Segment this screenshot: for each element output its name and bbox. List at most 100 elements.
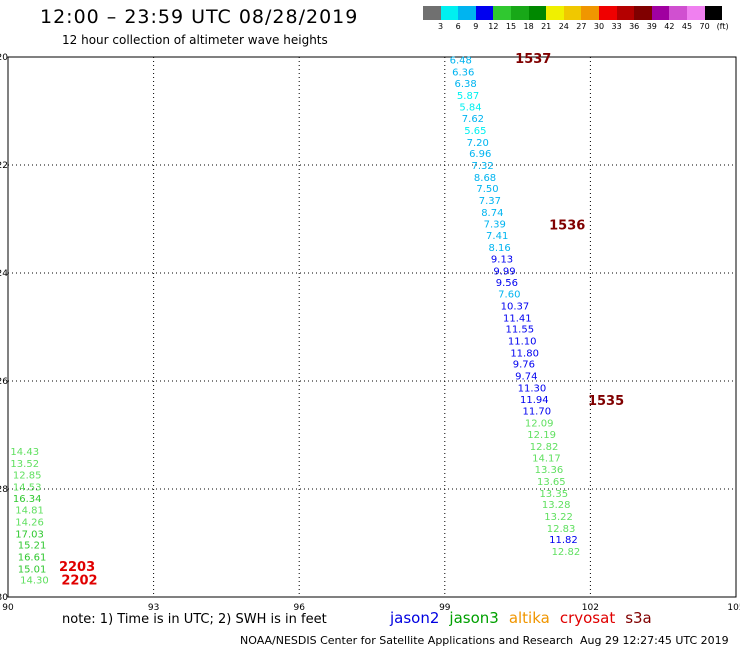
latitude-tick-label: -24 <box>0 269 8 279</box>
wave-height-value: 7.39 <box>484 219 506 230</box>
wave-height-value: 13.28 <box>542 500 571 511</box>
wave-height-value: 5.65 <box>464 126 486 137</box>
wave-height-value: 7.60 <box>498 290 520 301</box>
wave-height-value: 6.96 <box>469 149 491 160</box>
pass-time-label: 1535 <box>588 394 624 409</box>
color-swatch <box>475 6 494 20</box>
longitude-tick-label: 93 <box>148 603 159 613</box>
color-scale-label: 30 <box>593 22 605 31</box>
color-scale-label: 15 <box>505 22 517 31</box>
footer-timestamp: Aug 29 12:27:45 UTC 2019 <box>580 634 729 647</box>
longitude-tick-label: 96 <box>293 603 305 613</box>
wave-height-value: 6.48 <box>450 56 472 67</box>
wave-height-value: 11.55 <box>505 325 534 336</box>
color-scale-labels: 3 6 9 12 15 18 21 24 27 30 33 36 39 42 45 70 (ft) <box>423 22 740 36</box>
wave-height-value: 11.41 <box>503 313 532 324</box>
pass-time-label: 2202 <box>61 574 97 589</box>
page-title: 12:00 – 23:59 UTC 08/28/2019 <box>40 6 359 28</box>
wave-height-value: 15.01 <box>18 564 47 575</box>
satellite-legend-item: s3a <box>625 609 652 627</box>
longitude-tick-label: 105 <box>727 603 740 613</box>
wave-height-value: 14.17 <box>532 454 561 465</box>
color-scale-label: 42 <box>664 22 675 31</box>
longitude-tick-label: 99 <box>439 603 451 613</box>
color-scale-label: 6 <box>455 22 461 31</box>
longitude-tick-label: 102 <box>582 603 599 613</box>
satellite-legend-item: jason2 <box>390 609 440 627</box>
wave-height-value: 7.50 <box>476 184 498 195</box>
wave-height-value: 10.37 <box>501 301 530 312</box>
wave-height-value: 7.20 <box>467 138 489 149</box>
wave-height-value: 9.13 <box>491 254 513 265</box>
color-scale-label: 3 <box>438 22 444 31</box>
wave-height-value: 14.30 <box>20 576 49 587</box>
wave-height-value: 13.36 <box>535 465 564 476</box>
wave-height-value: 12.83 <box>547 524 576 535</box>
wave-height-value: 8.68 <box>474 173 496 184</box>
color-swatch <box>458 6 476 20</box>
color-swatch <box>634 6 652 20</box>
wave-height-value: 11.80 <box>510 348 539 359</box>
pass-time-label: 1536 <box>549 218 585 233</box>
wave-height-value: 8.74 <box>481 208 503 219</box>
satellite-legend-item: jason3 <box>449 609 499 627</box>
color-scale-label: 70 <box>699 22 710 31</box>
wave-height-value: 9.74 <box>515 372 537 383</box>
wave-height-value: 11.94 <box>520 395 549 406</box>
latitude-tick-label: -28 <box>0 485 8 495</box>
wave-height-value: 15.21 <box>18 541 47 552</box>
wave-height-value: 13.22 <box>544 512 573 523</box>
satellite-legend: jason2 jason3 altika cryosat s3a <box>390 609 662 627</box>
map-frame <box>7 56 737 598</box>
color-scale-label: 21 <box>541 22 552 31</box>
wave-height-value: 7.37 <box>479 196 501 207</box>
color-swatch <box>493 6 511 20</box>
wave-height-value: 12.19 <box>527 430 556 441</box>
wave-height-value: 12.85 <box>13 470 42 481</box>
wave-height-value: 6.36 <box>452 68 474 79</box>
wave-height-value: 14.26 <box>15 517 44 528</box>
latitude-tick-label: -26 <box>0 377 8 387</box>
color-swatch <box>510 6 529 20</box>
wave-height-value: 7.62 <box>462 114 484 125</box>
wave-height-value: 16.34 <box>13 494 42 505</box>
color-swatch <box>651 6 670 20</box>
color-swatch <box>616 6 635 20</box>
satellite-legend-item: altika <box>508 609 550 627</box>
satellite-legend-item: cryosat <box>559 609 616 627</box>
color-swatch <box>423 6 441 20</box>
color-swatch <box>704 6 723 20</box>
wave-height-value: 12.82 <box>552 547 581 558</box>
footer-note: note: 1) Time is in UTC; 2) SWH is in fe… <box>62 612 327 627</box>
color-scale-label: 39 <box>646 22 657 31</box>
wave-height-value: 14.43 <box>10 447 39 458</box>
color-scale-label: 24 <box>558 22 569 31</box>
pass-time-label: 1537 <box>515 52 551 67</box>
wave-height-value: 5.84 <box>459 103 481 114</box>
color-swatch <box>686 6 705 20</box>
page-subtitle: 12 hour collection of altimeter wave hei… <box>62 33 328 47</box>
wave-height-value: 9.76 <box>513 360 535 371</box>
wave-height-value: 7.41 <box>486 231 508 242</box>
wave-height-value: 12.09 <box>525 419 554 430</box>
color-scale-label: 12 <box>488 22 499 31</box>
wave-height-value: 14.81 <box>15 506 44 517</box>
wave-height-value: 8.16 <box>488 243 510 254</box>
latitude-tick-label: -20 <box>0 53 8 63</box>
wave-height-value: 16.61 <box>18 553 47 564</box>
wave-height-value: 5.87 <box>457 91 479 102</box>
wave-height-value: 6.38 <box>455 79 477 90</box>
latitude-tick-label: -22 <box>0 161 8 171</box>
wave-height-value: 11.70 <box>522 407 551 418</box>
wave-height-value: 9.56 <box>496 278 518 289</box>
wave-height-value: 17.03 <box>15 529 44 540</box>
wave-height-value: 11.82 <box>549 535 578 546</box>
color-scale-label: 33 <box>611 22 622 31</box>
wave-height-value: 13.65 <box>537 477 566 488</box>
color-scale-unit: (ft) <box>716 22 729 31</box>
wave-height-value: 13.52 <box>10 459 39 470</box>
color-scale-label: 27 <box>576 22 587 31</box>
footer-credit: NOAA/NESDIS Center for Satellite Applica… <box>240 634 574 647</box>
pass-time-label: 2203 <box>59 560 95 575</box>
wave-height-value: 7.32 <box>471 161 493 172</box>
